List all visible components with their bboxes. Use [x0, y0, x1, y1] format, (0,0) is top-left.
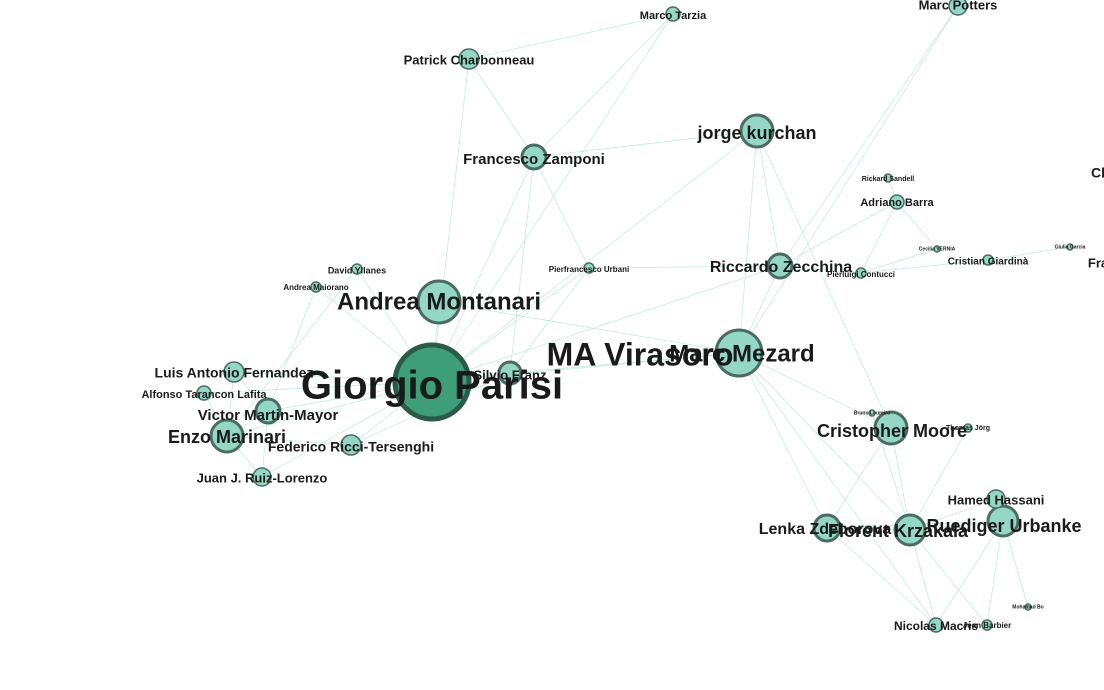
- edge-cristian-giardina-giulia-garcia: [987, 246, 1071, 261]
- edge-francesco-zamponi-pierfrancesco-urbani: [533, 156, 590, 269]
- edge-riccardo-zecchina-pierfrancesco-urbani: [588, 265, 781, 269]
- node-silvio-franz[interactable]: [497, 360, 523, 386]
- node-label-frame-right-1: Cl: [1091, 165, 1104, 181]
- edge-marc-mezard-florent-krzakala: [738, 352, 911, 531]
- edge-marc-mezard-andrea-montanari: [438, 301, 740, 354]
- node-nabil-bo[interactable]: [1024, 603, 1032, 611]
- edge-marc-mezard-jorge-kurchan: [738, 130, 758, 354]
- edge-giorgio-parisi-marc-mezard: [431, 352, 740, 383]
- edge-adriano-barra-pierluigi-contucci: [860, 201, 898, 274]
- node-pierfrancesco-urbani[interactable]: [583, 262, 595, 274]
- node-giorgio-parisi[interactable]: [392, 342, 472, 422]
- edge-victor-martin-mayor-andrea-maiorano: [267, 286, 317, 412]
- node-luis-antonio-fernandez[interactable]: [223, 361, 245, 383]
- node-adriano-barra[interactable]: [889, 194, 905, 210]
- edge-enzo-marinari-federico-ricci-tersenghi: [226, 435, 352, 446]
- node-cecilia-vernia[interactable]: [933, 245, 941, 253]
- node-giulia-garcia[interactable]: [1066, 243, 1074, 251]
- edge-marc-mezard-cristopher-moore: [738, 352, 892, 429]
- node-patrick-charbonneau[interactable]: [458, 48, 480, 70]
- edge-patrick-charbonneau-marco-tarzia: [468, 13, 674, 60]
- node-pierluigi-contucci[interactable]: [855, 267, 867, 279]
- node-marc-mezard[interactable]: [714, 328, 764, 378]
- edge-enzo-marinari-david-yllanes: [226, 268, 358, 437]
- node-lenka-zdeborova[interactable]: [812, 513, 842, 543]
- edge-giorgio-parisi-riccardo-zecchina: [431, 265, 781, 383]
- node-rickard-sandell[interactable]: [883, 173, 893, 183]
- node-nicolas-macris[interactable]: [928, 617, 944, 633]
- node-bruno-loureiro[interactable]: [868, 409, 876, 417]
- node-label-frame-right-2: Fra: [1088, 255, 1104, 270]
- edge-cristopher-moore-jorge-kurchan: [756, 130, 892, 429]
- edge-florent-krzakala-jean-barbier: [909, 529, 988, 626]
- edge-riccardo-zecchina-jorge-kurchan: [756, 130, 781, 267]
- node-cristian-giardina[interactable]: [982, 254, 994, 266]
- edge-giorgio-parisi-francesco-zamponi: [431, 156, 535, 383]
- node-jorge-kurchan[interactable]: [739, 113, 775, 149]
- node-andrea-maiorano[interactable]: [310, 281, 322, 293]
- node-hamed-hassani[interactable]: [986, 489, 1006, 509]
- node-juan-ruiz-lorenzo[interactable]: [252, 467, 272, 487]
- node-marc-potters[interactable]: [948, 0, 968, 16]
- edge-giorgio-parisi-marco-tarzia: [431, 13, 674, 383]
- edge-giorgio-parisi-patrick-charbonneau: [431, 58, 470, 383]
- node-riccardo-zecchina[interactable]: [766, 252, 794, 280]
- edge-francesco-zamponi-jorge-kurchan: [533, 130, 758, 158]
- edge-silvio-franz-pierfrancesco-urbani: [509, 267, 590, 374]
- edge-marc-mezard-silvio-franz: [509, 352, 740, 374]
- edge-ruediger-urbanke-jean-barbier: [986, 520, 1004, 626]
- edge-marc-mezard-nicolas-macris: [738, 352, 937, 626]
- edge-giorgio-parisi-jorge-kurchan: [431, 130, 758, 383]
- edge-riccardo-zecchina-marc-potters: [779, 5, 959, 267]
- edge-pierluigi-contucci-cecilia-vernia: [860, 248, 938, 274]
- edge-francesco-zamponi-silvio-franz: [509, 156, 535, 374]
- edge-marc-mezard-lenka-zdeborova: [738, 352, 828, 529]
- edge-lenka-zdeborova-cristopher-moore: [826, 427, 892, 529]
- node-andrea-montanari[interactable]: [416, 279, 462, 325]
- edge-florent-krzakala-thomas-jorg: [909, 427, 969, 531]
- node-florent-krzakala[interactable]: [893, 513, 927, 547]
- node-federico-ricci-tersenghi[interactable]: [340, 434, 362, 456]
- nodes-layer: [196, 0, 1074, 633]
- node-victor-martin-mayor[interactable]: [254, 397, 282, 425]
- node-cristopher-moore[interactable]: [873, 410, 909, 446]
- edge-francesco-zamponi-marco-tarzia: [533, 13, 674, 158]
- edge-riccardo-zecchina-pierluigi-contucci: [779, 265, 862, 274]
- node-francesco-zamponi[interactable]: [520, 143, 548, 171]
- edge-ruediger-urbanke-nicolas-macris: [935, 520, 1004, 626]
- node-alfonso-tarancon-lafita[interactable]: [196, 385, 212, 401]
- node-enzo-marinari[interactable]: [209, 418, 245, 454]
- edge-francesco-zamponi-patrick-charbonneau: [468, 58, 535, 158]
- node-ruediger-urbanke[interactable]: [986, 504, 1020, 538]
- edge-marc-mezard-marc-potters: [738, 5, 959, 354]
- node-marco-tarzia[interactable]: [665, 6, 681, 22]
- edge-pierluigi-contucci-cristian-giardina: [860, 259, 989, 274]
- node-david-yllanes[interactable]: [351, 263, 363, 275]
- edges-layer: [203, 5, 1071, 626]
- node-thomas-jorg[interactable]: [963, 423, 973, 433]
- edge-riccardo-zecchina-adriano-barra: [779, 201, 898, 267]
- node-jean-barbier[interactable]: [981, 619, 993, 631]
- edge-adriano-barra-cecilia-vernia: [896, 201, 938, 250]
- edge-lenka-zdeborova-nicolas-macris: [826, 527, 937, 626]
